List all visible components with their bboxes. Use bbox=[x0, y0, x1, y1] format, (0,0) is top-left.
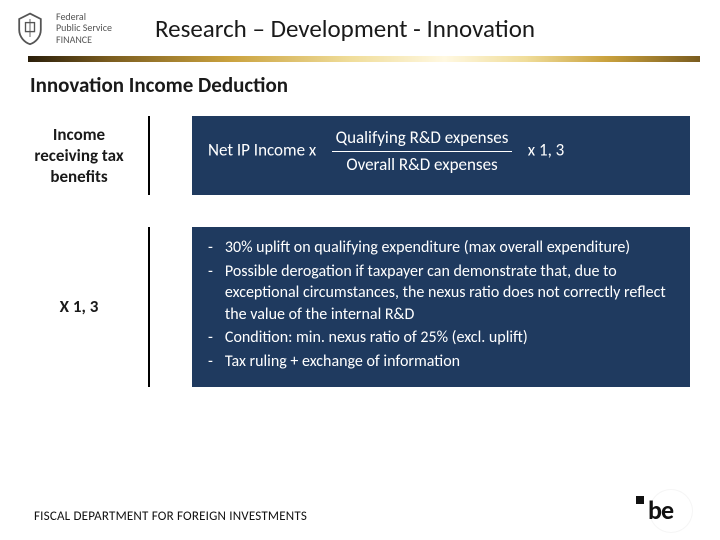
logo-dot bbox=[636, 496, 644, 504]
header: Federal Public Service FINANCE Research … bbox=[0, 0, 720, 56]
side-label-income: Income receiving tax benefits bbox=[20, 116, 150, 195]
emblem-icon bbox=[12, 10, 48, 46]
formula-panel: Net IP Income x Qualifying R&D expenses … bbox=[192, 116, 690, 195]
formula-fraction: Qualifying R&D expenses Overall R&D expe… bbox=[332, 126, 513, 177]
formula-suffix: x 1, 3 bbox=[528, 139, 565, 160]
bullet-text: Tax ruling + exchange of information bbox=[225, 351, 674, 373]
row-formula: Income receiving tax benefits Net IP Inc… bbox=[20, 116, 690, 195]
fraction-denominator: Overall R&D expenses bbox=[332, 152, 513, 177]
logo-be-text: be bbox=[648, 494, 673, 526]
bullet-item: -30% uplift on qualifying expenditure (m… bbox=[208, 237, 674, 259]
be-logo: be bbox=[642, 494, 690, 528]
bullet-text: Condition: min. nexus ratio of 25% (excl… bbox=[225, 327, 674, 349]
subtitle: Innovation Income Deduction bbox=[0, 62, 720, 98]
footer: FISCAL DEPARTMENT FOR FOREIGN INVESTMENT… bbox=[0, 492, 720, 540]
bullet-dash: - bbox=[208, 327, 213, 349]
fraction-numerator: Qualifying R&D expenses bbox=[332, 126, 513, 152]
bullet-item: -Condition: min. nexus ratio of 25% (exc… bbox=[208, 327, 674, 349]
bullet-text: 30% uplift on qualifying expenditure (ma… bbox=[225, 237, 674, 259]
row-bullets: X 1, 3 -30% uplift on qualifying expendi… bbox=[20, 227, 690, 387]
bullet-item: -Tax ruling + exchange of information bbox=[208, 351, 674, 373]
bullet-dash: - bbox=[208, 237, 213, 259]
bullet-item: -Possible derogation if taxpayer can dem… bbox=[208, 261, 674, 326]
page-title: Research – Development - Innovation bbox=[155, 13, 708, 44]
org-name: Federal Public Service FINANCE bbox=[56, 11, 112, 46]
bullet-text: Possible derogation if taxpayer can demo… bbox=[225, 261, 674, 326]
content: Income receiving tax benefits Net IP Inc… bbox=[0, 98, 720, 387]
org-line3: FINANCE bbox=[56, 34, 112, 46]
logo-area: Federal Public Service FINANCE bbox=[12, 10, 112, 46]
side-label-multiplier: X 1, 3 bbox=[20, 227, 150, 387]
bullet-dash: - bbox=[208, 261, 213, 326]
formula-prefix: Net IP Income x bbox=[208, 139, 316, 160]
bullets-panel: -30% uplift on qualifying expenditure (m… bbox=[192, 227, 690, 387]
footer-text: FISCAL DEPARTMENT FOR FOREIGN INVESTMENT… bbox=[34, 509, 307, 524]
bullet-dash: - bbox=[208, 351, 213, 373]
